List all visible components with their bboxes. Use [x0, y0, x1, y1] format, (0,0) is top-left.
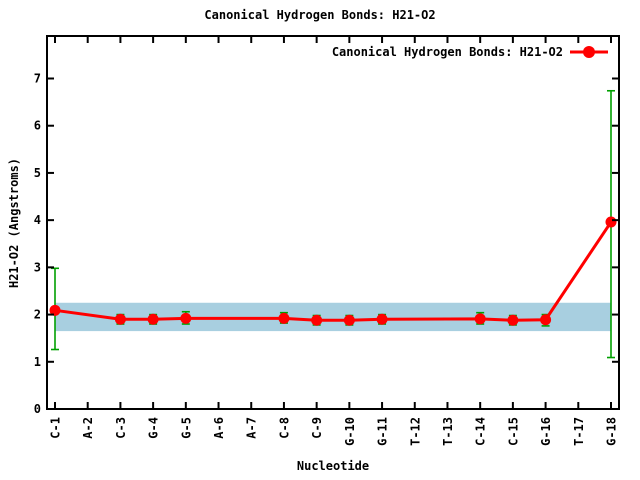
svg-text:2: 2: [34, 308, 41, 322]
svg-text:0: 0: [34, 402, 41, 416]
legend: Canonical Hydrogen Bonds: H21-O2: [332, 44, 608, 60]
svg-text:1: 1: [34, 355, 41, 369]
svg-text:G-16: G-16: [539, 417, 553, 446]
svg-text:G-11: G-11: [376, 417, 390, 446]
svg-text:G-5: G-5: [179, 417, 193, 439]
axis-ticks: [47, 36, 619, 410]
data-points: [49, 216, 617, 326]
svg-text:C-9: C-9: [310, 417, 324, 439]
legend-label: Canonical Hydrogen Bonds: H21-O2: [331, 45, 563, 59]
svg-text:4: 4: [34, 213, 41, 227]
svg-text:A-6: A-6: [212, 417, 226, 439]
svg-text:A-7: A-7: [245, 417, 259, 439]
chart-title: Canonical Hydrogen Bonds: H21-O2: [204, 8, 436, 22]
svg-text:5: 5: [34, 166, 41, 180]
svg-text:7: 7: [34, 71, 41, 85]
svg-text:A-2: A-2: [81, 417, 95, 439]
svg-text:6: 6: [34, 119, 41, 133]
svg-text:C-3: C-3: [114, 417, 128, 439]
svg-text:G-18: G-18: [605, 417, 619, 446]
highlight-band: [55, 302, 611, 332]
x-axis-label: Nucleotide: [296, 459, 370, 473]
svg-text:T-12: T-12: [408, 417, 422, 446]
plot-border: [46, 35, 620, 410]
x-tick-labels: C-1 A-2 C-3 G-4 G-5 A-6 A-7 C-8 C-9 G-10 G-11 T-12 T…: [49, 417, 619, 446]
svg-text:G-10: G-10: [343, 417, 357, 446]
svg-text:C-14: C-14: [474, 417, 488, 446]
svg-text:T-13: T-13: [441, 417, 455, 446]
svg-text:C-8: C-8: [277, 417, 291, 439]
svg-text:G-4: G-4: [147, 417, 161, 439]
svg-text:C-15: C-15: [506, 417, 520, 446]
svg-text:T-17: T-17: [572, 417, 586, 446]
svg-text:C-1: C-1: [49, 417, 63, 439]
y-tick-labels: 0 1 2 3 4 5 6 7: [34, 71, 41, 416]
svg-text:3: 3: [34, 260, 41, 274]
legend-line-marker-icon: [570, 46, 608, 58]
